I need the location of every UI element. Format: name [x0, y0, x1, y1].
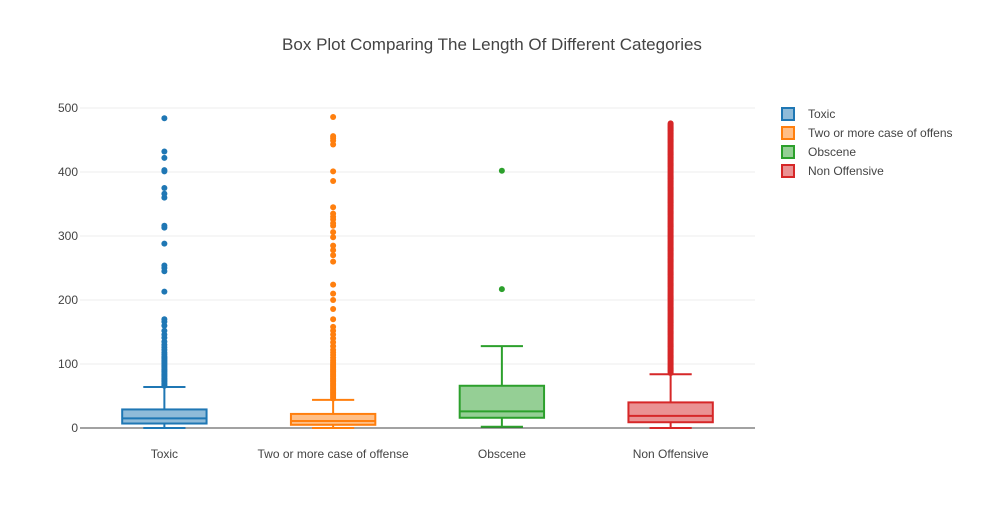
outlier-point	[330, 297, 337, 303]
outlier-point	[330, 323, 337, 330]
y-tick-label: 0	[71, 421, 78, 435]
x-tick-label: Non Offensive	[633, 447, 709, 461]
legend-label: Toxic	[808, 107, 835, 121]
axes: 0 100 200 300 400 500 Toxic Two or more case of…	[58, 101, 755, 461]
legend-item[interactable]: Toxic	[781, 107, 835, 121]
outlier-point	[330, 290, 337, 297]
outlier-point	[161, 222, 168, 229]
outlier-point	[330, 168, 337, 175]
legend-swatch	[781, 164, 795, 178]
outlier-point	[498, 167, 505, 174]
outlier-point	[161, 327, 168, 334]
outlier-point	[330, 133, 337, 140]
outlier-point	[330, 305, 337, 312]
outlier-point	[667, 120, 674, 127]
x-tick-label: Two or more case of offense	[258, 447, 410, 461]
legend-label: Obscene	[808, 145, 856, 159]
outlier-point	[161, 148, 168, 155]
chart-title: Box Plot Comparing The Length Of Differe…	[282, 35, 702, 54]
outlier-point	[330, 177, 337, 184]
legend[interactable]: Toxic Two or more case of offens Obscene No…	[781, 107, 953, 178]
outlier-point	[330, 242, 337, 249]
x-tick-label: Toxic	[151, 447, 178, 461]
legend-label: Non Offensive	[808, 164, 884, 178]
outlier-point	[161, 316, 168, 323]
outlier-point	[161, 240, 168, 247]
outlier-point	[161, 190, 168, 197]
outlier-point	[330, 234, 337, 241]
outlier-point	[498, 286, 505, 293]
box-group	[458, 167, 546, 428]
outlier-point	[330, 113, 337, 120]
box-iqr	[289, 412, 377, 426]
legend-swatch	[781, 145, 795, 159]
y-tick-label: 400	[58, 165, 78, 179]
outlier-point	[330, 229, 337, 236]
gridlines	[80, 107, 755, 365]
y-tick-label: 200	[58, 293, 78, 307]
legend-label: Two or more case of offens	[808, 126, 953, 140]
box-group	[289, 113, 377, 429]
y-tick-label: 500	[58, 101, 78, 115]
outlier-point	[161, 185, 168, 191]
boxes	[121, 113, 714, 429]
outlier-point	[330, 252, 337, 259]
box-group	[121, 115, 208, 429]
legend-swatch	[781, 126, 795, 140]
y-tick-label: 300	[58, 229, 78, 243]
legend-item[interactable]: Obscene	[781, 145, 856, 159]
legend-swatch	[781, 107, 795, 121]
legend-item[interactable]: Two or more case of offens	[781, 126, 953, 140]
outlier-point	[161, 288, 168, 295]
y-tick-label: 100	[58, 357, 78, 371]
legend-item[interactable]: Non Offensive	[781, 164, 884, 178]
outlier-point	[330, 247, 337, 254]
outlier-point	[161, 167, 168, 174]
outlier-point	[330, 258, 337, 265]
outlier-point	[161, 154, 168, 161]
outlier-point	[330, 316, 337, 323]
box-group	[627, 120, 714, 429]
box-iqr	[121, 408, 208, 425]
outlier-point	[161, 262, 168, 269]
outlier-point	[161, 115, 168, 122]
outlier-point	[330, 281, 337, 288]
box-iqr	[627, 401, 714, 424]
outlier-point	[330, 210, 337, 217]
box-iqr	[458, 384, 546, 419]
outlier-point	[330, 204, 337, 211]
x-tick-label: Obscene	[478, 447, 526, 461]
